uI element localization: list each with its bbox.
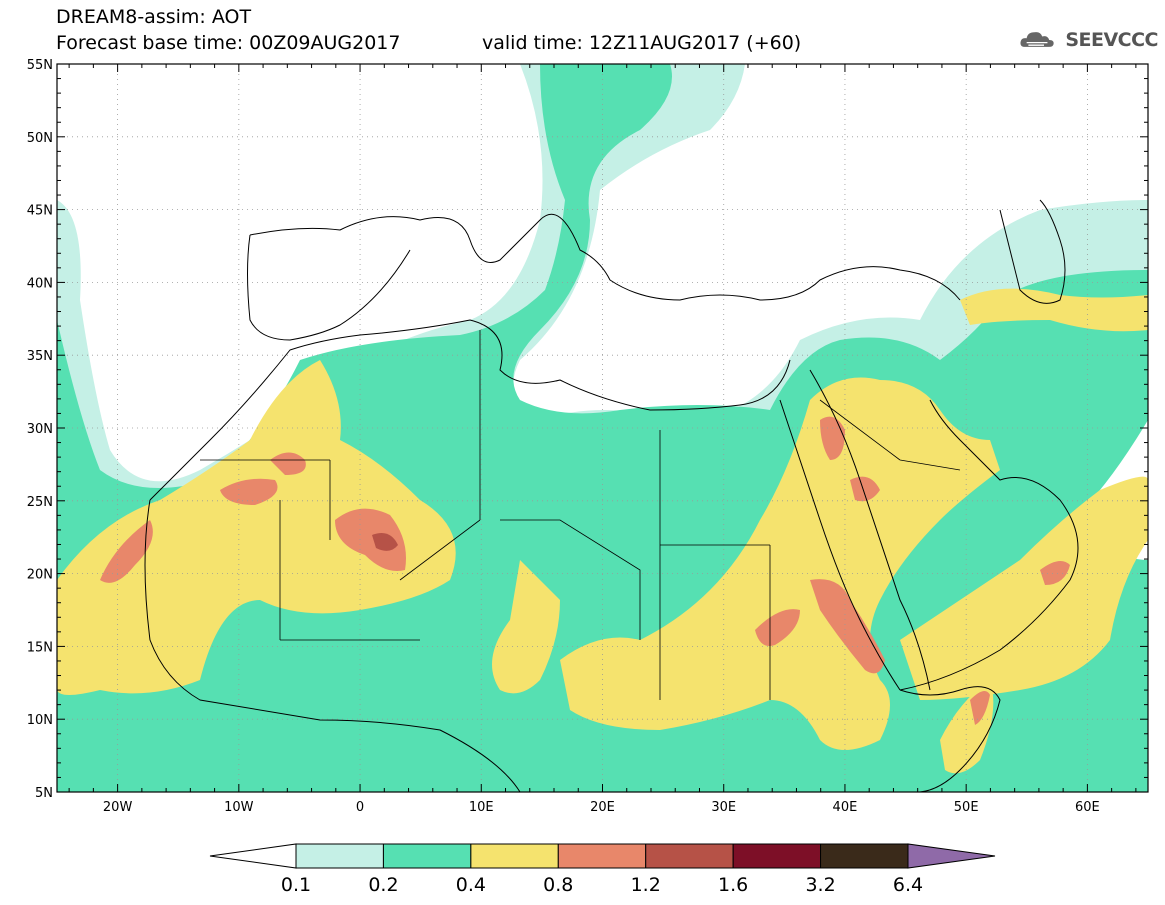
aot-band-0.8 xyxy=(810,579,885,674)
lat-label: 30N xyxy=(27,422,53,437)
colorbar-level-label: 0.1 xyxy=(281,874,311,896)
colorbar: 0.1 0.2 0.4 0.8 1.2 1.6 3.2 6.4 xyxy=(209,843,996,896)
lon-label: 20W xyxy=(103,800,133,815)
coastline-caspian xyxy=(999,199,1066,304)
lon-label: 10E xyxy=(469,800,494,815)
aot-band-0.8 xyxy=(755,609,800,646)
aot-band-0.8 xyxy=(220,478,278,505)
coastline-europe xyxy=(249,213,961,301)
coastline-west-africa xyxy=(144,499,521,792)
colorbar-level-label: 6.4 xyxy=(893,874,923,896)
lat-label: 15N xyxy=(27,640,53,655)
lat-label: 25N xyxy=(27,495,53,510)
seevccc-logo: SEEVCCC xyxy=(1018,26,1158,54)
colorbar-swatch xyxy=(820,843,909,869)
lon-label: 40E xyxy=(833,800,858,815)
aot-band-0.8 xyxy=(270,452,306,475)
graticule xyxy=(57,64,1148,792)
aot-band-0.8 xyxy=(970,691,990,725)
aot-band-0.4 xyxy=(560,377,1000,750)
colorbar-level-label: 3.2 xyxy=(805,874,835,896)
colorbar-swatch xyxy=(645,843,734,869)
border-lines xyxy=(200,330,961,700)
colorbar-swatch xyxy=(470,843,559,869)
lon-label: 50E xyxy=(954,800,979,815)
colorbar-over-triangle xyxy=(907,843,996,869)
logo-text: SEEVCCC xyxy=(1065,29,1158,51)
lat-label: 5N xyxy=(35,786,53,801)
title-line-2: Forecast base time: 00Z09AUG2017 xyxy=(56,32,401,54)
aot-band-0.4 xyxy=(57,360,456,695)
aot-band-0.4 xyxy=(960,288,1148,332)
coastline-red-sea xyxy=(779,369,931,691)
lon-label: 20E xyxy=(590,800,615,815)
lon-label: 30E xyxy=(711,800,736,815)
lat-label: 10N xyxy=(27,713,53,728)
lat-label: 35N xyxy=(27,349,53,364)
lat-label: 40N xyxy=(27,276,53,291)
aot-band-0.4 xyxy=(900,476,1148,700)
aot-band-1.2 xyxy=(372,532,398,551)
colorbar-level-label: 0.8 xyxy=(543,874,573,896)
colorbar-level-label: 1.6 xyxy=(718,874,748,896)
lat-label: 45N xyxy=(27,204,53,219)
aot-band-0.8 xyxy=(1040,561,1070,585)
colorbar-swatch xyxy=(295,843,384,869)
aot-band-0.8 xyxy=(335,508,406,571)
colorbar-level-label: 1.2 xyxy=(631,874,661,896)
aot-band-0.8 xyxy=(100,520,153,583)
lon-label: 10W xyxy=(224,800,254,815)
coastline-iberia xyxy=(247,234,411,341)
colorbar-swatch xyxy=(382,843,472,869)
title-line-3: valid time: 12Z11AUG2017 (+60) xyxy=(482,32,802,54)
lat-label: 55N xyxy=(27,58,53,73)
coastline-horn xyxy=(899,686,1001,792)
aot-band-0.4 xyxy=(492,560,560,694)
colorbar-level-label: 0.4 xyxy=(456,874,486,896)
aot-band-0.8 xyxy=(820,416,845,460)
coastline-arabia xyxy=(899,399,1079,691)
axes: 55N 50N 45N 40N 35N 30N 25N 20N 15N 10N 5N 20W 10W 0 1… xyxy=(27,58,1148,815)
colorbar-swatch xyxy=(557,843,647,869)
coastlines xyxy=(144,199,1079,792)
lat-label: 50N xyxy=(27,131,53,146)
cloud-icon xyxy=(1020,32,1054,47)
colorbar-swatch xyxy=(732,843,822,869)
lat-label: 20N xyxy=(27,568,53,583)
lon-label: 0 xyxy=(356,800,364,815)
coastline-north-africa xyxy=(149,319,791,501)
title-line-1: DREAM8-assim: AOT xyxy=(56,6,252,28)
lon-label: 60E xyxy=(1075,800,1100,815)
colorbar-under-triangle xyxy=(209,843,297,869)
aot-band-0.8 xyxy=(850,476,880,502)
colorbar-level-label: 0.2 xyxy=(368,874,398,896)
